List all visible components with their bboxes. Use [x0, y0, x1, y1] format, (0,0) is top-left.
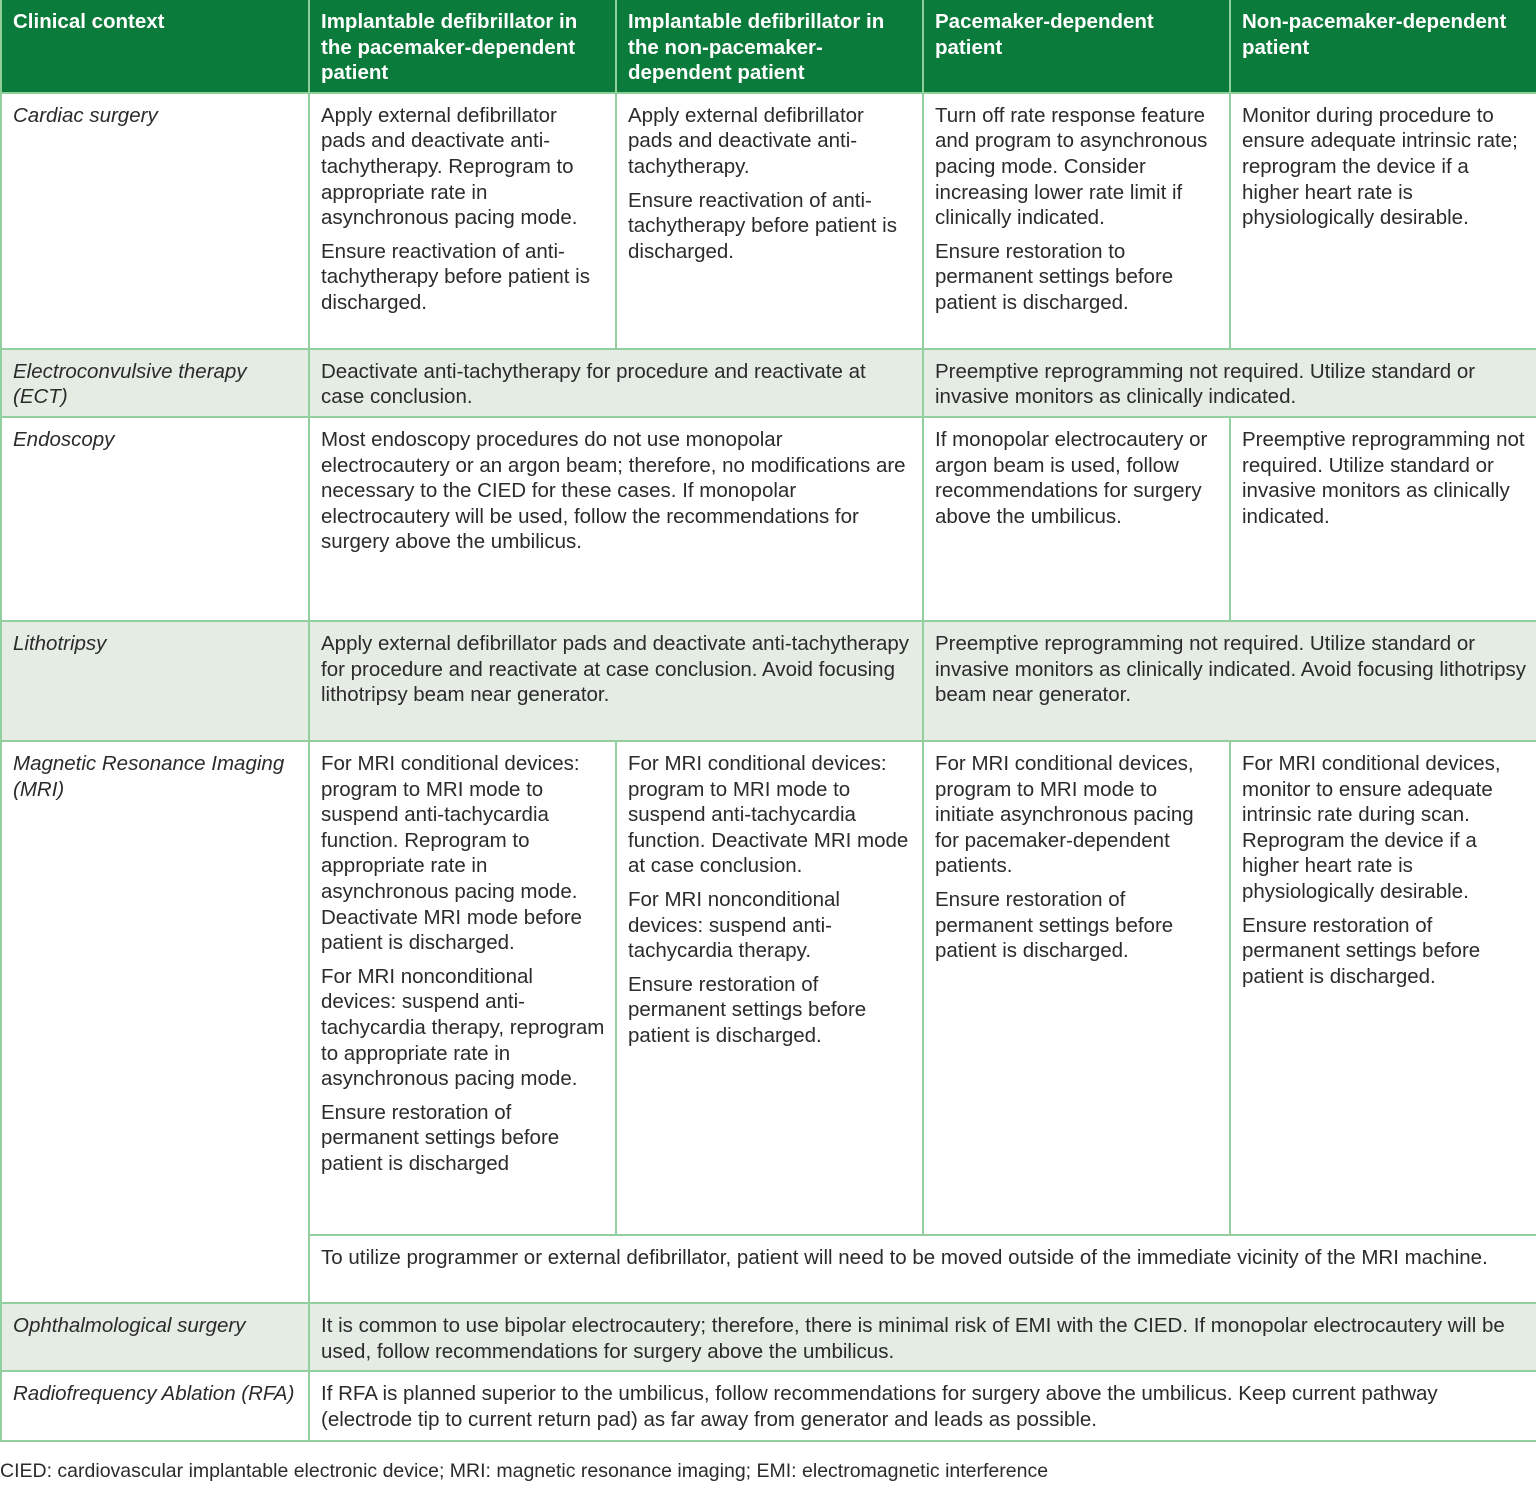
- cell: Turn off rate response feature and progr…: [922, 91, 1231, 350]
- cell-text: Ensure restoration of permanent settings…: [1242, 913, 1481, 988]
- cell-text: Apply external defibrillator pads and de…: [628, 103, 864, 178]
- cell-text: For MRI nonconditional devices: suspend …: [628, 887, 840, 963]
- header-non-pacemaker-dependent: Non-pacemaker-dependent patient: [1229, 0, 1536, 94]
- cell-text: Ensure reactivation of anti-tachytherapy…: [321, 239, 590, 314]
- cell: Apply external defibrillator pads and de…: [615, 91, 924, 350]
- cell-text: Ensure restoration of permanent settings…: [321, 1100, 560, 1175]
- cell: Monitor during procedure to ensure adequ…: [1229, 91, 1536, 350]
- cell-text: Apply external defibrillator pads and de…: [321, 103, 578, 230]
- cell-text: Turn off rate response feature and progr…: [935, 103, 1208, 230]
- cell-text: Ensure reactivation of anti-tachytherapy…: [628, 188, 897, 263]
- cell-text: Ensure restoration to permanent settings…: [935, 239, 1174, 314]
- row-ophthalmological: Ophthalmological surgery It is common to…: [0, 1301, 1536, 1373]
- row-mri-all: To utilize programmer or external defibr…: [1, 1233, 1536, 1304]
- cell: Preemptive reprogramming not required. U…: [922, 347, 1536, 418]
- cell-text: Monitor during procedure to ensure adequ…: [1242, 103, 1518, 230]
- cell: For MRI conditional devices, monitor to …: [1229, 739, 1536, 1236]
- cell: If RFA is planned superior to the umbili…: [308, 1370, 1536, 1443]
- context-cell: Radiofrequency Ablation (RFA): [0, 1370, 310, 1443]
- header-icd-non-pacemaker-dependent: Implantable defibrillator in the non-pac…: [615, 0, 924, 94]
- cell: For MRI conditional devices: program to …: [615, 739, 924, 1236]
- cied-management-table: Clinical context Implantable defibrillat…: [0, 0, 1536, 1443]
- context-cell: Electroconvulsive therapy (ECT): [0, 347, 310, 418]
- cell: Preemptive reprogramming not required. U…: [922, 619, 1536, 742]
- row-lithotripsy: Lithotripsy Apply external defibrillator…: [0, 619, 1536, 742]
- header-row: Clinical context Implantable defibrillat…: [0, 0, 1536, 94]
- header-icd-pacemaker-dependent: Implantable defibrillator in the pacemak…: [308, 0, 617, 94]
- cell: For MRI conditional devices: program to …: [308, 739, 617, 1236]
- footnote: CIED: cardiovascular implantable electro…: [0, 1460, 1049, 1483]
- row-endoscopy: Endoscopy Most endoscopy procedures do n…: [0, 415, 1536, 622]
- context-cell: Ophthalmological surgery: [0, 1301, 310, 1373]
- cell: Apply external defibrillator pads and de…: [308, 91, 617, 350]
- cell: Deactivate anti-tachytherapy for procedu…: [308, 347, 924, 418]
- context-cell: Cardiac surgery: [0, 91, 310, 350]
- row-rfa: Radiofrequency Ablation (RFA) If RFA is …: [0, 1370, 1536, 1443]
- cell-text: For MRI nonconditional devices: suspend …: [321, 964, 605, 1091]
- row-ect: Electroconvulsive therapy (ECT) Deactiva…: [0, 347, 1536, 418]
- context-cell: Endoscopy: [0, 415, 310, 622]
- header-clinical-context: Clinical context: [0, 0, 310, 94]
- cell: Most endoscopy procedures do not use mon…: [308, 415, 924, 622]
- header-pacemaker-dependent: Pacemaker-dependent patient: [922, 0, 1231, 94]
- cell-text: Ensure restoration of permanent settings…: [935, 887, 1174, 963]
- cell: It is common to use bipolar electrocaute…: [308, 1301, 1536, 1373]
- row-cardiac-surgery: Cardiac surgery Apply external defibrill…: [0, 91, 1536, 350]
- cell-text: For MRI conditional devices, program to …: [935, 751, 1194, 878]
- context-cell: Magnetic Resonance Imaging (MRI): [0, 739, 310, 1304]
- cell: Apply external defibrillator pads and de…: [308, 619, 924, 742]
- cell-text: For MRI conditional devices: program to …: [321, 751, 582, 955]
- cell: Preemptive reprogramming not required. U…: [1229, 415, 1536, 622]
- cell-text: For MRI conditional devices, monitor to …: [1242, 751, 1501, 903]
- cell-text: Ensure restoration of permanent settings…: [628, 972, 867, 1047]
- cell: To utilize programmer or external defibr…: [308, 1233, 1536, 1304]
- row-mri: Magnetic Resonance Imaging (MRI) For MRI…: [0, 739, 1536, 1304]
- context-cell: Lithotripsy: [0, 619, 310, 742]
- cell-text: For MRI conditional devices: program to …: [628, 751, 909, 878]
- cell: If monopolar electrocautery or argon bea…: [922, 415, 1231, 622]
- cell: For MRI conditional devices, program to …: [922, 739, 1231, 1236]
